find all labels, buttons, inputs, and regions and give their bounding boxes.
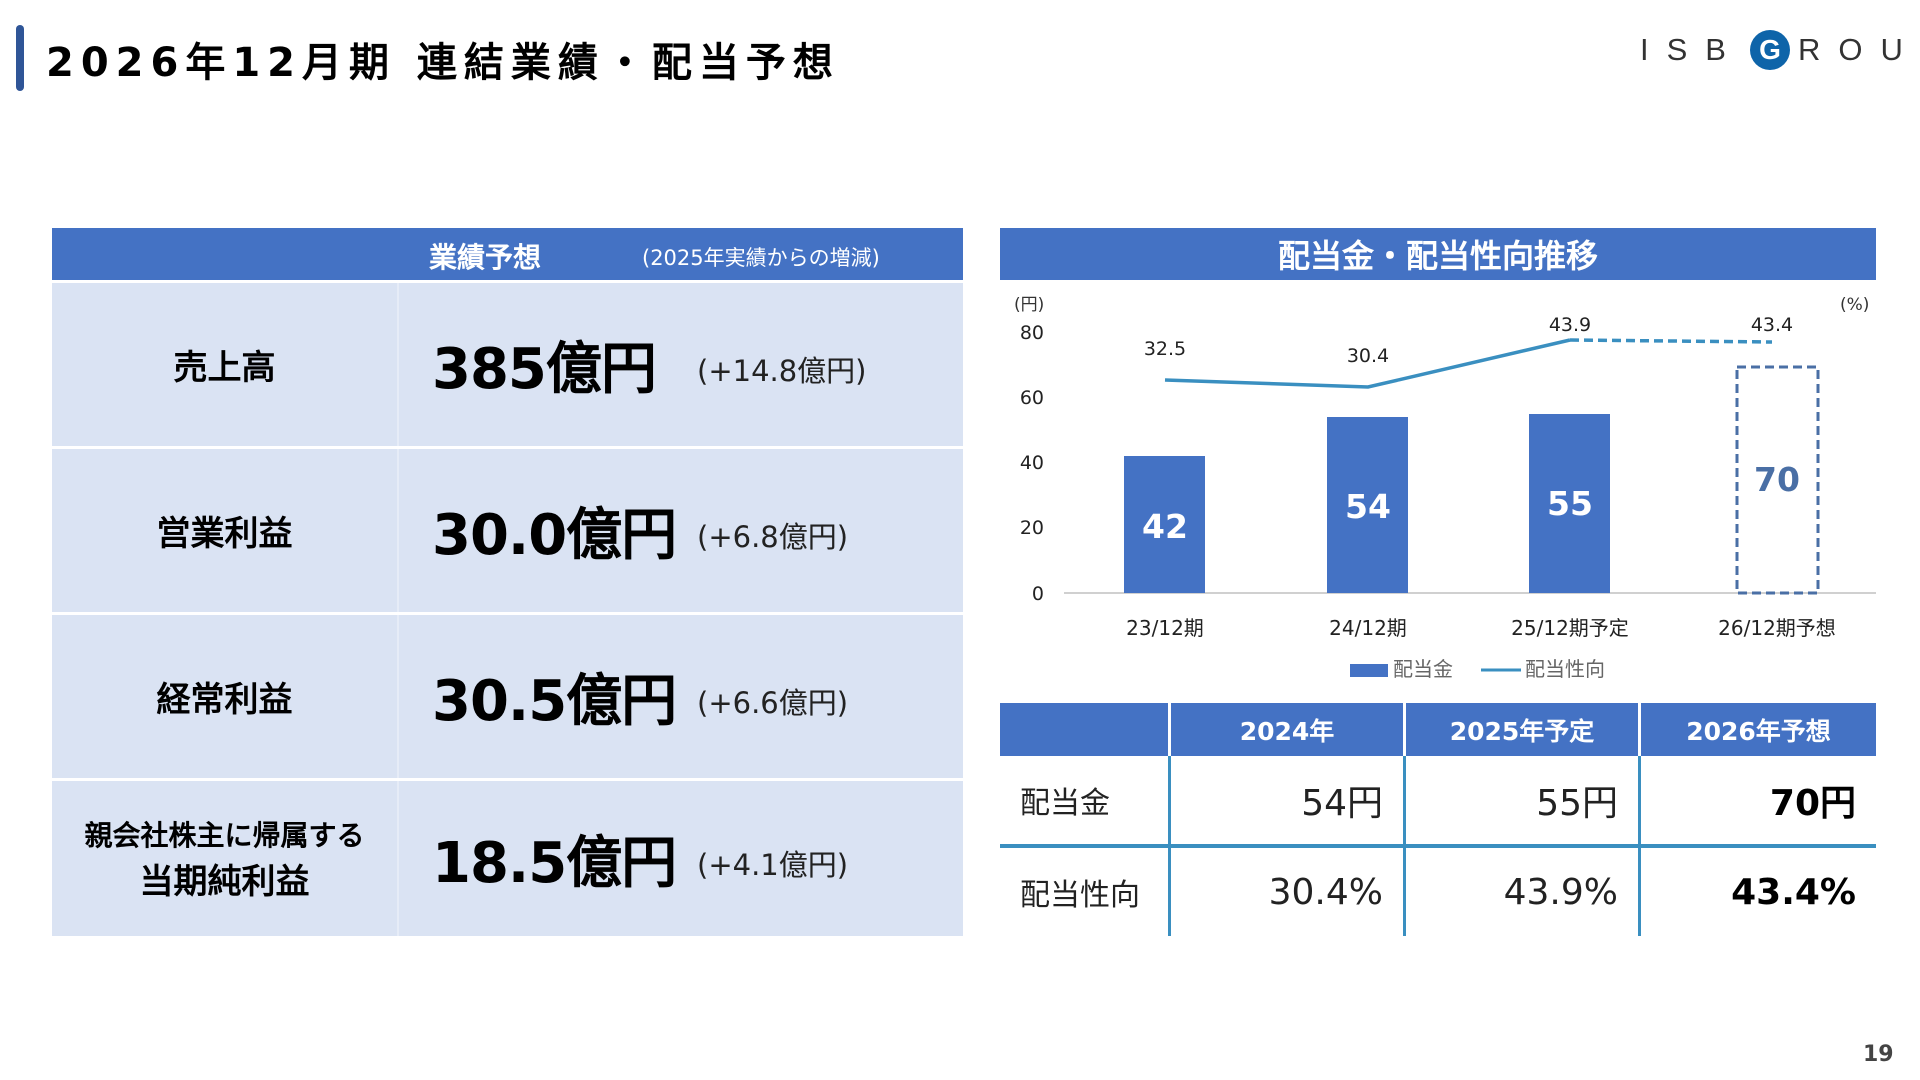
- table-row: 親会社株主に帰属する 当期純利益 18.5億円 (+4.1億円): [52, 778, 963, 936]
- column-header: 2025年予定: [1403, 703, 1638, 756]
- row-value: 385億円: [432, 337, 657, 402]
- bar-25-12: [1529, 414, 1610, 593]
- row-label: 配当金: [1020, 786, 1110, 821]
- row-label: 営業利益: [52, 449, 399, 612]
- row-label: 経常利益: [52, 615, 399, 778]
- line-label: 43.4: [1751, 314, 1793, 336]
- logo-suffix: ROUP: [1797, 32, 1920, 67]
- forecast-table-header: 業績予想 (2025年実績からの増減): [52, 228, 963, 280]
- line-label: 43.9: [1549, 314, 1591, 336]
- row-diff: (+14.8億円): [697, 353, 867, 388]
- bar-23-12: [1124, 456, 1205, 593]
- x-label: 23/12期: [1126, 616, 1204, 640]
- line-labels: 32.5 30.4 43.9 43.4: [1144, 314, 1793, 367]
- forecast-header-sub: (2025年実績からの増減): [642, 246, 880, 270]
- row-label: 売上高: [52, 283, 399, 446]
- row-label-text: 当期純利益: [139, 862, 310, 902]
- cell: 43.9%: [1403, 848, 1638, 936]
- y-axis-left-unit: (円): [1014, 295, 1044, 315]
- row-diff: (+6.8億円): [697, 519, 849, 554]
- x-axis-labels: 23/12期 24/12期 25/12期予定 26/12期予想: [1126, 616, 1836, 640]
- table-row: 配当性向 30.4% 43.9% 43.4%: [1000, 844, 1876, 936]
- line-label: 32.5: [1144, 338, 1186, 360]
- company-logo: ISB G ROUP: [1640, 28, 1920, 72]
- y-tick: 80: [1020, 322, 1044, 344]
- page-number: 19: [1863, 1042, 1894, 1067]
- row-label: 親会社株主に帰属する 当期純利益: [52, 781, 399, 936]
- table-row: 売上高 385億円 (+14.8億円): [52, 280, 963, 446]
- column-header: 2024年: [1168, 703, 1403, 756]
- dividend-panel-title: 配当金・配当性向推移: [1000, 228, 1876, 280]
- y-axis-right-unit: (%): [1840, 295, 1869, 315]
- logo-prefix: ISB: [1640, 32, 1744, 67]
- cell: 70円: [1638, 756, 1876, 844]
- row-value: 30.5億円: [432, 669, 677, 734]
- cell: 30.4%: [1168, 848, 1403, 936]
- forecast-table: 業績予想 (2025年実績からの増減) 売上高 385億円 (+14.8億円) …: [52, 228, 963, 936]
- y-tick: 40: [1020, 452, 1044, 474]
- row-diff: (+4.1億円): [697, 847, 849, 882]
- row-label-subtext: 親会社株主に帰属する: [84, 819, 365, 852]
- row-label-text: 経常利益: [156, 680, 293, 720]
- bar-24-12: [1327, 417, 1408, 593]
- bar-label: 54: [1345, 487, 1391, 526]
- table-row: 営業利益 30.0億円 (+6.8億円): [52, 446, 963, 612]
- x-label: 26/12期予想: [1718, 616, 1836, 640]
- column-header: [1000, 703, 1168, 756]
- table-row: 配当金 54円 55円 70円: [1000, 756, 1876, 844]
- cell: 55円: [1403, 756, 1638, 844]
- table-row: 経常利益 30.5億円 (+6.6億円): [52, 612, 963, 778]
- x-label: 25/12期予定: [1511, 616, 1629, 640]
- y-tick: 20: [1020, 517, 1044, 539]
- x-label: 24/12期: [1329, 616, 1407, 640]
- legend-item-payout-ratio: 配当性向: [1525, 657, 1605, 681]
- dividend-table: 2024年 2025年予定 2026年予想 配当金 54円 55円 70円 配当…: [1000, 703, 1876, 936]
- dividend-table-header: 2024年 2025年予定 2026年予想: [1000, 703, 1876, 756]
- legend-item-dividend: 配当金: [1393, 657, 1453, 681]
- bar-label: 70: [1754, 460, 1800, 499]
- logo-g-circle-icon: G: [1749, 30, 1790, 70]
- line-label: 30.4: [1347, 345, 1389, 367]
- dividend-chart: (円) (%) 80 60 40 20 0 42 54 55 70 32.5 3…: [1000, 282, 1876, 682]
- cell: 54円: [1168, 756, 1403, 844]
- bar-label: 55: [1547, 484, 1593, 523]
- row-label-text: 売上高: [173, 348, 276, 388]
- y-axis-ticks: 80 60 40 20 0: [1020, 322, 1044, 605]
- bar-labels: 42 54 55 70: [1142, 460, 1800, 546]
- bar-label: 42: [1142, 507, 1188, 546]
- title-accent-bar: [16, 25, 24, 91]
- row-value: 18.5億円: [432, 831, 677, 896]
- y-tick: 0: [1032, 583, 1044, 605]
- payout-ratio-line: [1164, 338, 1571, 389]
- legend-bar-swatch-icon: [1350, 664, 1388, 677]
- y-tick: 60: [1020, 387, 1044, 409]
- forecast-header-main: 業績予想: [429, 241, 542, 274]
- dividend-chart-svg: (円) (%) 80 60 40 20 0 42 54 55 70 32.5 3…: [1014, 295, 1876, 681]
- row-value: 30.0億円: [432, 503, 677, 568]
- row-label: 配当性向: [1020, 878, 1140, 913]
- row-diff: (+6.6億円): [697, 685, 849, 720]
- cell: 43.4%: [1638, 848, 1876, 936]
- row-label-text: 営業利益: [156, 514, 293, 554]
- payout-ratio-line-forecast: [1569, 338, 1773, 344]
- page-title: 2026年12月期 連結業績・配当予想: [46, 40, 840, 86]
- column-header: 2026年予想: [1638, 703, 1876, 756]
